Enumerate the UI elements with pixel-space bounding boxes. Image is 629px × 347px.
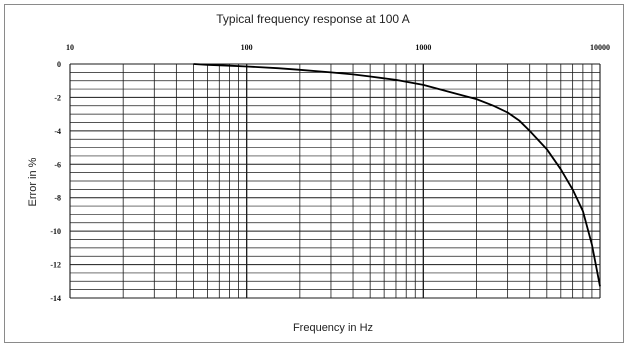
y-tick-label: -10: [50, 227, 61, 236]
x-tick-label: 10: [66, 43, 74, 52]
y-tick-label: -4: [54, 127, 61, 136]
series-line: [193, 63, 601, 287]
x-tick-labels: 10 100 1000 10000: [66, 43, 610, 52]
y-tick-label: 0: [57, 60, 61, 69]
grid: [69, 63, 601, 299]
x-tick-label: 1000: [415, 43, 431, 52]
x-axis-label: Frequency in Hz: [293, 322, 373, 334]
y-axis-label: Error in %: [27, 157, 39, 206]
chart-title: Typical frequency response at 100 A: [216, 12, 409, 26]
y-tick-label: -14: [50, 294, 61, 303]
y-tick-labels: 0 -2 -4 -6 -8 -10 -12 -14: [50, 60, 61, 303]
y-tick-label: -2: [54, 93, 61, 102]
y-tick-label: -8: [54, 194, 61, 203]
chart-frame: [4, 4, 624, 343]
series-group: [193, 63, 601, 287]
x-tick-label: 100: [241, 43, 253, 52]
y-tick-label: -6: [54, 160, 61, 169]
x-tick-label: 10000: [590, 43, 610, 52]
y-tick-label: -12: [50, 261, 61, 270]
